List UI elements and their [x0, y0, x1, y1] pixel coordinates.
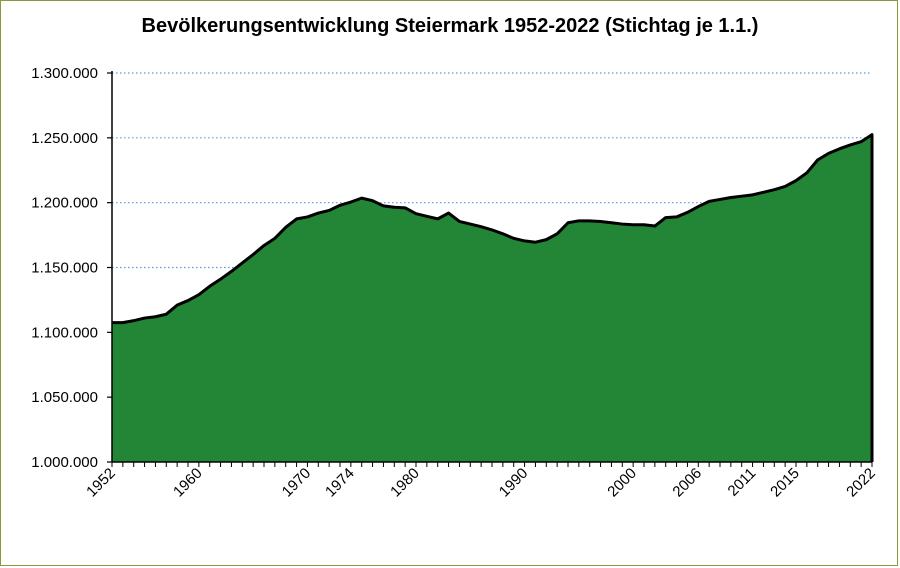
- x-tick-label-2: 1970: [279, 465, 315, 501]
- y-tick-label-1: 1.050.000: [31, 389, 98, 406]
- x-tick-label-9: 2015: [767, 465, 803, 501]
- y-tick-label-2: 1.100.000: [31, 324, 98, 341]
- x-tick-label-3: 1974: [322, 465, 358, 501]
- series-line: [112, 133, 874, 462]
- x-tick-label-5: 1990: [496, 465, 532, 501]
- x-tick-label-7: 2006: [669, 465, 705, 501]
- x-tick-label-10: 2022: [843, 465, 879, 501]
- y-tick-label-4: 1.200.000: [31, 195, 98, 212]
- y-tick-label-0: 1.000.000: [31, 454, 98, 471]
- x-tick-label-4: 1980: [387, 465, 423, 501]
- x-tick-label-8: 2011: [725, 465, 760, 500]
- y-tick-label-3: 1.150.000: [31, 260, 98, 277]
- x-tick-label-6: 2000: [604, 465, 640, 501]
- y-tick-label-5: 1.250.000: [31, 130, 98, 147]
- area-fill: [112, 134, 872, 462]
- y-tick-label-6: 1.300.000: [31, 65, 98, 82]
- chart-title: Bevölkerungsentwicklung Steiermark 1952-…: [141, 15, 759, 37]
- x-tick-label-1: 1960: [170, 465, 206, 501]
